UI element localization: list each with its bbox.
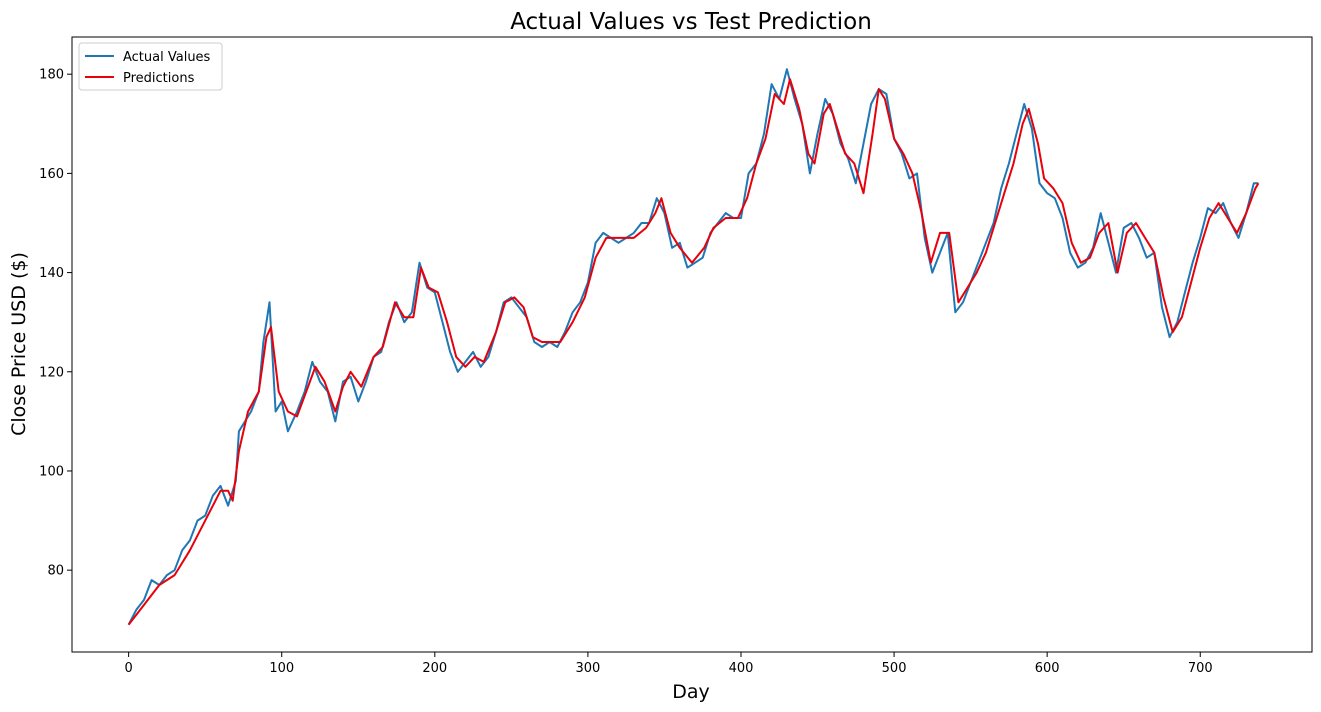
x-tick-label: 700 (1188, 661, 1213, 676)
series-layer (127, 68, 1260, 626)
legend-label-actual-values: Actual Values (123, 50, 211, 65)
y-tick-label: 160 (39, 167, 64, 182)
x-tick-label: 600 (1035, 661, 1060, 676)
x-tick-label: 500 (882, 661, 907, 676)
series-line-predictions (127, 78, 1260, 626)
x-axis-label: Day (672, 681, 710, 703)
x-tick-label: 0 (125, 661, 133, 676)
y-tick-label: 180 (39, 68, 64, 83)
x-tick-label: 400 (729, 661, 754, 676)
axes-frame (71, 36, 1313, 653)
series-line-actual-values (127, 68, 1259, 626)
x-axis-ticks: 0 100 200 300 400 500 600 700 (125, 652, 1213, 676)
legend: Actual Values Predictions (78, 42, 223, 91)
y-tick-label: 140 (39, 266, 64, 281)
x-tick-label: 100 (269, 661, 294, 676)
legend-box (78, 42, 223, 91)
y-axis-label: Close Price USD ($) (8, 252, 30, 436)
y-tick-label: 120 (39, 365, 64, 380)
x-tick-label: 200 (422, 661, 447, 676)
plot-area: 0 100 200 300 400 500 600 700 80 100 120 140 160 180 (39, 36, 1313, 676)
x-tick-label: 300 (575, 661, 600, 676)
chart-title: Actual Values vs Test Prediction (510, 9, 872, 35)
y-axis-ticks: 80 100 120 140 160 180 (39, 68, 72, 579)
y-tick-label: 100 (39, 464, 64, 479)
y-tick-label: 80 (47, 564, 64, 579)
legend-label-predictions: Predictions (123, 71, 195, 86)
